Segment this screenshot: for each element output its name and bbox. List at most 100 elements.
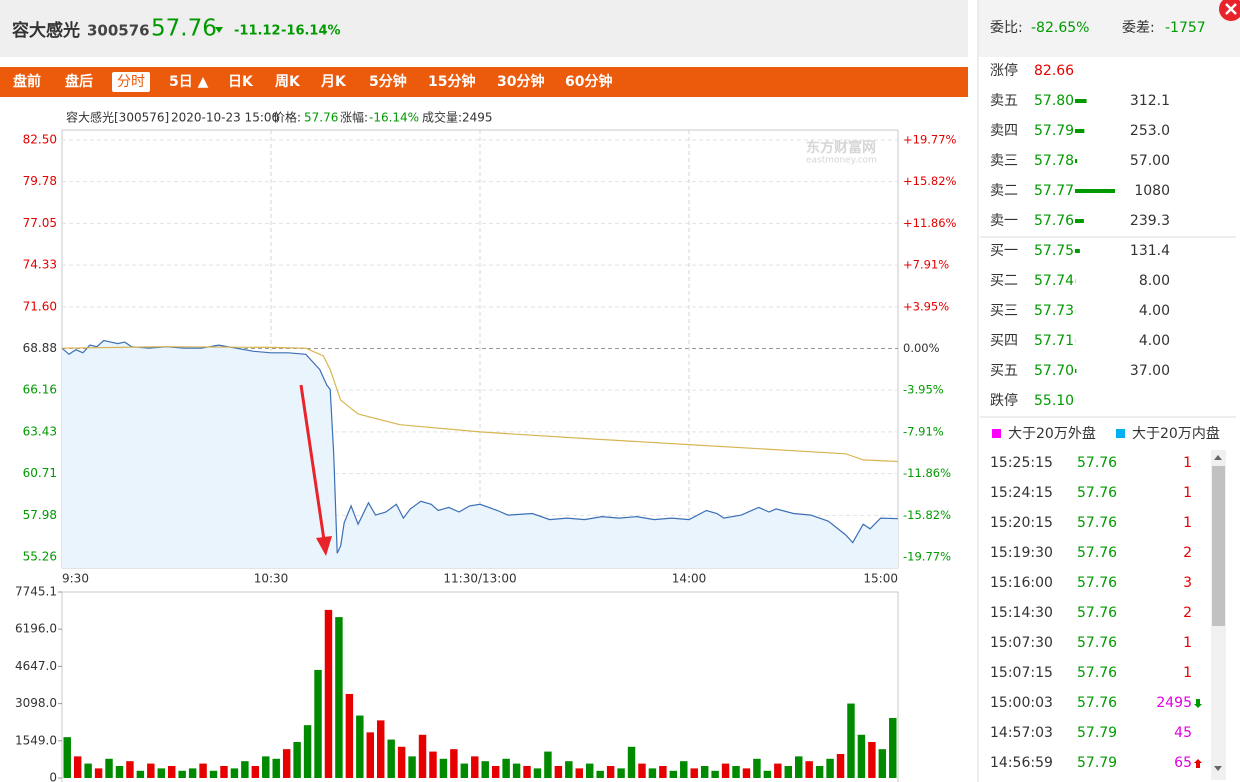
- book-volume: 253.0: [1130, 123, 1170, 139]
- close-icon: [1225, 3, 1237, 15]
- volume-bar: [408, 756, 416, 778]
- y2-tick-label: +3.95%: [903, 299, 949, 313]
- book-label: 卖一: [990, 213, 1018, 229]
- book-label: 买四: [990, 333, 1018, 349]
- tab[interactable]: 60分钟: [565, 73, 612, 90]
- volume-bar: [732, 765, 740, 778]
- volume-bar: [324, 609, 333, 778]
- trade-volume: 1: [1183, 635, 1192, 651]
- book-price: 55.10: [1034, 393, 1074, 409]
- y2-tick-label: +7.91%: [903, 258, 949, 272]
- tab[interactable]: 15分钟: [428, 73, 475, 90]
- x-tick-label: 10:30: [254, 572, 289, 586]
- volume-bar: [450, 749, 458, 778]
- volume-bar: [209, 770, 218, 778]
- volume-bar: [512, 763, 521, 778]
- y-tick-label: 77.05: [23, 216, 57, 230]
- volume-tick-label: 0: [49, 771, 57, 782]
- volume-bar: [293, 741, 301, 778]
- volume-bar: [282, 749, 291, 778]
- trade-time: 15:24:15: [990, 485, 1053, 501]
- volume-bar: [606, 765, 615, 778]
- y-tick-label: 68.88: [23, 341, 57, 355]
- y2-tick-label: -3.95%: [903, 383, 944, 397]
- volume-tick-label: 4647.0: [15, 659, 57, 673]
- y-tick-label: 74.33: [23, 258, 57, 272]
- book-volume-bar: [1075, 369, 1077, 373]
- tab[interactable]: 周K: [275, 74, 301, 90]
- volume-bar: [826, 758, 834, 778]
- tab[interactable]: 5日 ▲: [169, 74, 209, 90]
- trade-volume: 2495: [1156, 695, 1192, 711]
- volume-bar: [711, 770, 719, 778]
- volume-bar: [774, 763, 782, 778]
- y2-tick-label: -7.91%: [903, 424, 944, 438]
- y-tick-label: 57.98: [23, 508, 57, 522]
- trade-price: 57.76: [1077, 455, 1117, 471]
- volume-bar: [136, 770, 145, 778]
- tab-bar: [0, 67, 968, 97]
- volume-bar: [868, 741, 876, 778]
- volume-tick-label: 3098.0: [15, 696, 57, 710]
- book-volume-bar: [1075, 249, 1080, 253]
- trade-time: 15:19:30: [990, 545, 1053, 561]
- info-price-label: 价格:: [273, 110, 301, 125]
- trade-flag: [1194, 759, 1202, 768]
- volume-bar: [199, 763, 207, 778]
- tab[interactable]: 盘前: [13, 73, 41, 90]
- volume-bar: [544, 751, 552, 778]
- volume-bar: [857, 734, 866, 778]
- trade-time: 15:16:00: [990, 575, 1053, 591]
- trade-price: 57.76: [1077, 515, 1117, 531]
- book-volume-bar: [1075, 189, 1115, 193]
- volume-bar: [126, 761, 134, 778]
- volume-bar: [742, 768, 751, 778]
- volume-bar: [648, 768, 657, 778]
- volume-bar: [157, 768, 165, 778]
- tab[interactable]: 30分钟: [497, 73, 544, 90]
- volume-bar: [523, 765, 531, 778]
- info-pct: -16.14%: [369, 111, 419, 125]
- volume-bar: [795, 756, 803, 778]
- book-label: 卖四: [990, 123, 1018, 139]
- tab[interactable]: 盘后: [65, 73, 93, 90]
- volume-bar: [115, 765, 124, 778]
- header-bg: [0, 0, 968, 57]
- volume-bar: [178, 770, 186, 778]
- annotation-arrow: [299, 384, 326, 541]
- info-stock: 容大感光[300576]: [66, 110, 169, 125]
- volume-bar: [429, 751, 437, 778]
- book-price: 82.66: [1034, 63, 1074, 79]
- volume-bar: [502, 758, 510, 778]
- scroll-thumb[interactable]: [1212, 466, 1225, 626]
- trade-volume: 2: [1183, 545, 1192, 561]
- ratio-label: 委比:: [990, 20, 1023, 36]
- trade-price: 57.76: [1077, 665, 1117, 681]
- book-volume: 8.00: [1139, 273, 1170, 289]
- tab[interactable]: 分时: [117, 74, 145, 90]
- tab[interactable]: 5分钟: [369, 73, 407, 90]
- trade-time: 15:14:30: [990, 605, 1053, 621]
- trade-time: 15:07:15: [990, 665, 1053, 681]
- book-label: 涨停: [990, 62, 1018, 79]
- tab[interactable]: 月K: [320, 74, 347, 90]
- volume-bar: [753, 758, 761, 778]
- book-label: 买三: [990, 303, 1018, 319]
- book-price: 57.77: [1034, 183, 1074, 199]
- volume-bar: [565, 761, 573, 778]
- volume-bar: [847, 703, 855, 778]
- book-label: 卖五: [990, 93, 1018, 109]
- book-label: 买二: [990, 273, 1018, 289]
- volume-bar: [575, 768, 583, 778]
- trade-price: 57.76: [1077, 575, 1117, 591]
- y-tick-label: 55.26: [23, 550, 57, 564]
- book-volume-bar: [1075, 159, 1078, 163]
- y2-tick-label: +11.86%: [903, 216, 957, 230]
- volume-bar: [345, 693, 354, 778]
- volume-bar: [690, 768, 698, 778]
- ratio: -82.65%: [1031, 20, 1089, 36]
- volume-bar: [335, 617, 343, 778]
- volume-bar: [815, 765, 824, 778]
- tab[interactable]: 日K: [228, 74, 254, 90]
- y2-tick-label: +19.77%: [903, 133, 957, 147]
